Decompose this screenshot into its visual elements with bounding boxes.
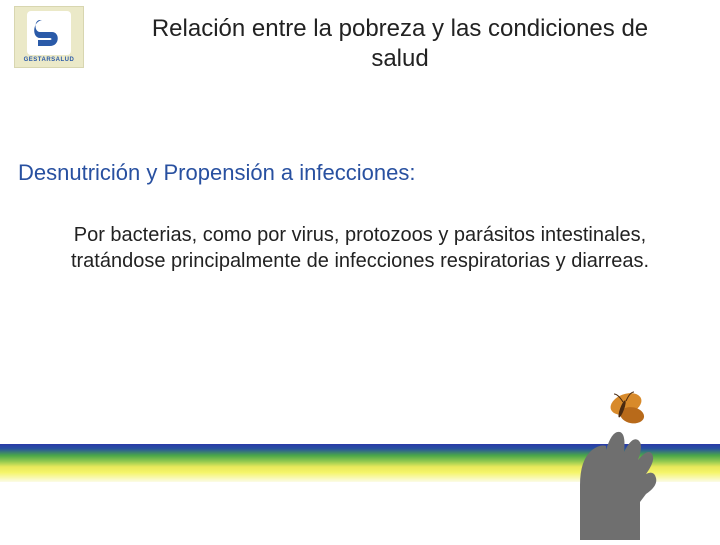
org-logo-mark — [27, 11, 71, 55]
slide-subtitle: Desnutrición y Propensión a infecciones: — [18, 160, 415, 186]
org-logo-label: GESTARSALUD — [24, 57, 75, 63]
hand-butterfly-graphic — [540, 390, 680, 540]
org-logo: GESTARSALUD — [14, 6, 84, 68]
slide-body: Por bacterias, como por virus, protozoos… — [48, 222, 672, 275]
slide-title: Relación entre la pobreza y las condicio… — [120, 14, 680, 74]
